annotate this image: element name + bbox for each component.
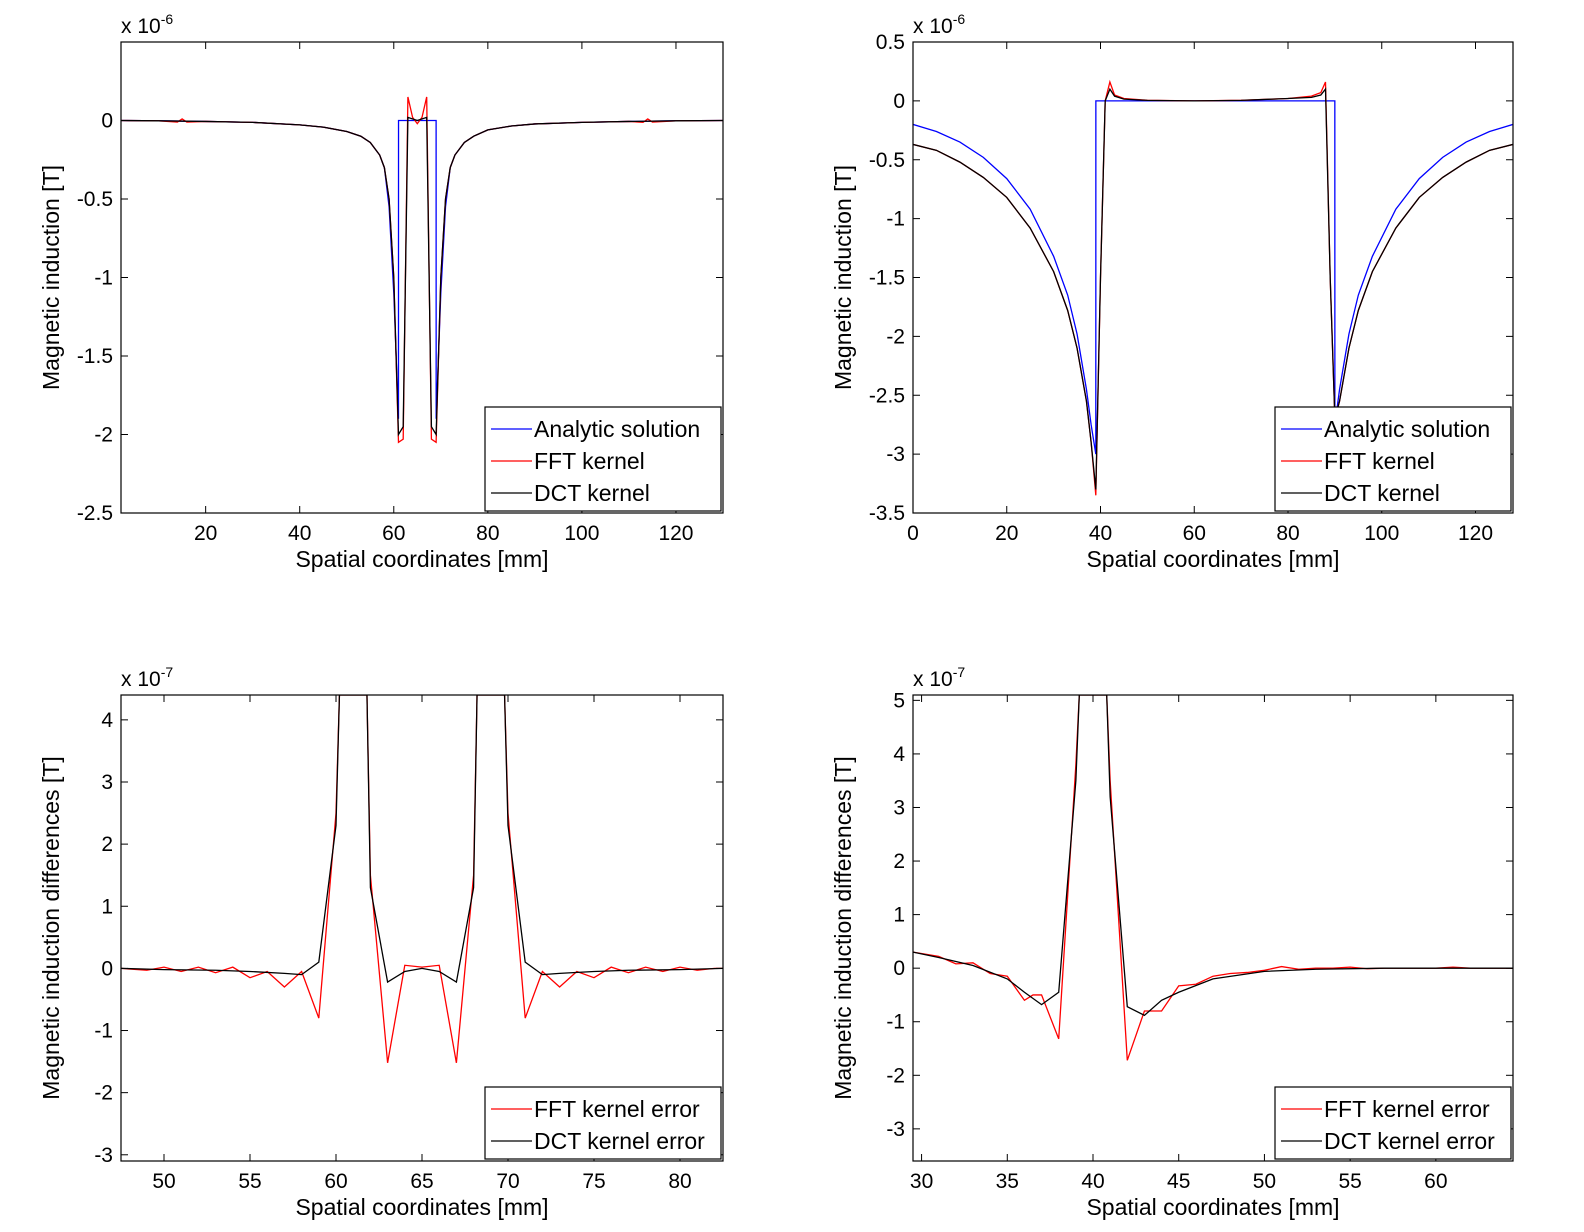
y-tick-label: -2.5 [869,384,905,407]
y-tick-label: -2 [94,1082,113,1105]
y-tick-label: 0 [893,90,905,113]
axes-box [912,694,1514,1162]
y-tick-label: -3 [886,443,905,466]
y-axis-title: Magnetic induction [T] [830,165,856,390]
x-tick-label: 55 [1338,1170,1361,1193]
x-tick-label: 50 [152,1170,175,1193]
legend-box [1274,406,1512,512]
x-tick-label: 20 [995,522,1018,545]
legend-box [484,406,722,512]
legend-label: DCT kernel [1324,480,1440,506]
legend: FFT kernel error DCT kernel error [484,1086,722,1160]
y-tick-label: 3 [893,796,905,819]
series-line-dct-kernel-error [121,695,723,984]
x-tick-label: 50 [1253,1170,1276,1193]
y-tick-label: 4 [893,743,905,766]
series-line-analytic-solution [913,100,1513,455]
y-tick-label: -1 [886,208,905,231]
y-axis-title: Magnetic induction differences [T] [830,756,856,1099]
x-tick-label: 120 [1458,522,1493,545]
y-tick-label: -0.5 [869,149,905,172]
y-tick-label: -2.5 [77,502,113,525]
y-tick-label: 0.5 [876,31,905,54]
x-axis-title: Spatial coordinates [mm] [295,546,548,572]
y-tick-label: -3 [94,1144,113,1167]
x-tick-label: 0 [907,522,919,545]
x-tick-label: 80 [476,522,499,545]
x-tick-label: 40 [1081,1170,1104,1193]
legend-label: DCT kernel error [534,1128,705,1154]
x-tick-label: 40 [288,522,311,545]
x-tick-label: 45 [1167,1170,1190,1193]
x-tick-label: 55 [238,1170,261,1193]
legend-box [484,1086,722,1160]
y-axis-title: Magnetic induction [T] [38,165,64,390]
x-tick-label: 120 [658,522,693,545]
x-tick-label: 35 [996,1170,1019,1193]
y-axis-title: Magnetic induction differences [T] [38,756,64,1099]
series-line-dct-kernel [913,87,1513,490]
legend: Analytic solution FFT kernel DCT kernel [1274,406,1512,512]
legend-label: FFT kernel [1324,448,1435,474]
chart-2: 0 20 40 60 80 100 120 0.5 0 -0.5 -1 -1.5 -2 -2.5 -3 -3.… [830,11,1514,572]
x-tick-label: 100 [564,522,599,545]
legend-label: Analytic solution [534,416,700,442]
y-tick-label: 4 [101,709,113,732]
y-tick-label: -3.5 [869,502,905,525]
x-axis-title: Spatial coordinates [mm] [1086,1194,1339,1220]
y-tick-label: 1 [101,895,113,918]
x-tick-label: 65 [410,1170,433,1193]
x-axis-title: Spatial coordinates [mm] [1086,546,1339,572]
x-tick-label: 100 [1364,522,1399,545]
y-tick-label: 2 [893,850,905,873]
y-tick-label: 0 [101,110,113,133]
y-tick-label: -0.5 [77,188,113,211]
legend-label: FFT kernel error [534,1096,700,1122]
y-tick-label: -2 [94,424,113,447]
y-tick-label: 1 [893,904,905,927]
y-tick-label: 0 [101,957,113,980]
x-tick-label: 60 [324,1170,347,1193]
legend: Analytic solution FFT kernel DCT kernel [484,406,722,512]
y-tick-label: -1.5 [869,267,905,290]
y-tick-label: 5 [893,689,905,712]
y-tick-label: -1 [886,1011,905,1034]
y-tick-label: -3 [886,1118,905,1141]
series-line-dct-kernel [121,116,723,437]
x-tick-label: 30 [910,1170,933,1193]
y-tick-label: -1 [94,1020,113,1043]
y-tick-label: -2 [886,1064,905,1087]
series-line-dct-kernel-error [913,695,1513,1017]
series-line-fft-kernel-error [121,695,723,1063]
legend-box [1274,1086,1512,1160]
y-tick-label: 0 [893,957,905,980]
x-tick-label: 80 [1276,522,1299,545]
x-tick-label: 60 [382,522,405,545]
legend-label: DCT kernel error [1324,1128,1495,1154]
legend-label: Analytic solution [1324,416,1490,442]
x-tick-label: 75 [582,1170,605,1193]
y-tick-label: -1 [94,267,113,290]
x-axis-title: Spatial coordinates [mm] [295,1194,548,1220]
y-tick-label: 3 [101,771,113,794]
x-tick-label: 40 [1089,522,1112,545]
x-tick-label: 70 [496,1170,519,1193]
legend-label: FFT kernel error [1324,1096,1490,1122]
legend-label: DCT kernel [534,480,650,506]
x-tick-label: 60 [1183,522,1206,545]
y-tick-label: -1.5 [77,345,113,368]
y-tick-label: -2 [886,325,905,348]
x-tick-label: 80 [668,1170,691,1193]
x-tick-label: 20 [194,522,217,545]
x-tick-label: 60 [1424,1170,1447,1193]
legend-label: FFT kernel [534,448,645,474]
y-tick-label: 2 [101,833,113,856]
legend: FFT kernel error DCT kernel error [1274,1086,1512,1160]
